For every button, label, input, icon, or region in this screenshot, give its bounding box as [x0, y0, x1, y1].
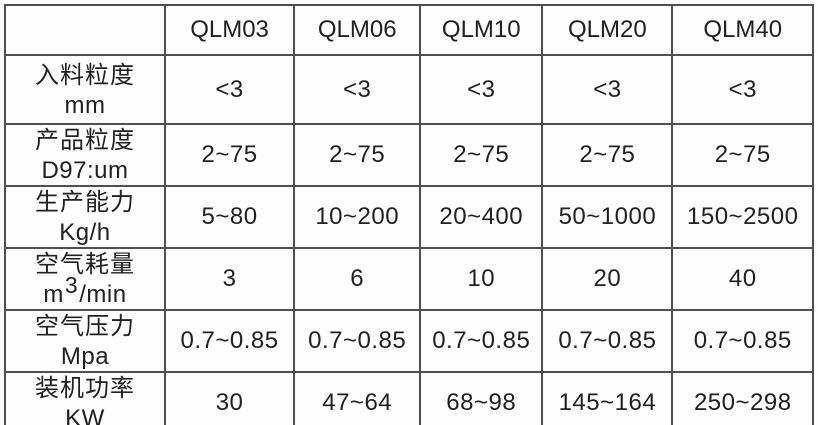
- row-label-text: 装机功率: [34, 375, 135, 402]
- cell-prod-qlm03: 2~75: [163, 123, 296, 187]
- row-label-text: 生产能力: [34, 189, 135, 216]
- cell-feed-qlm06: <3: [293, 54, 422, 125]
- row-unit-text: Mpa: [60, 343, 110, 370]
- cell-prod-qlm20: 2~75: [541, 123, 674, 187]
- table-row-feed-size: 入料粒度 mm <3 <3 <3 <3 <3: [4, 54, 814, 125]
- unit-superscript: 3: [64, 272, 79, 298]
- cell-press-qlm10: 0.7~0.85: [419, 309, 544, 373]
- cell-feed-qlm10: <3: [419, 54, 544, 125]
- cell-cap-qlm10: 20~400: [419, 185, 544, 249]
- qlm-spec-table: QLM03 QLM06 QLM10 QLM20 QLM40 入料粒度 mm <3…: [4, 4, 814, 425]
- row-label-text: 空气压力: [34, 313, 135, 340]
- unit-prefix: m: [43, 281, 64, 308]
- model-header-qlm20: QLM20: [541, 4, 674, 56]
- row-unit-text: m3/min: [6, 272, 164, 309]
- cell-power-qlm06: 47~64: [293, 371, 422, 425]
- cell-press-qlm03: 0.7~0.85: [163, 309, 296, 373]
- cell-air-qlm06: 6: [293, 247, 422, 311]
- table-row-product-size: 产品粒度 D97:um 2~75 2~75 2~75 2~75 2~75: [4, 123, 814, 187]
- row-label-air-consumption: 空气耗量 m3/min: [4, 247, 166, 311]
- cell-press-qlm40: 0.7~0.85: [671, 309, 814, 373]
- row-label-text: 产品粒度: [34, 127, 135, 154]
- model-header-qlm06: QLM06: [293, 4, 422, 56]
- cell-prod-qlm06: 2~75: [293, 123, 422, 187]
- table-row-air-consumption: 空气耗量 m3/min 3 6 10 20 40: [4, 247, 814, 311]
- model-header-qlm10: QLM10: [419, 4, 544, 56]
- cell-prod-qlm10: 2~75: [419, 123, 544, 187]
- cell-cap-qlm06: 10~200: [293, 185, 422, 249]
- row-unit-text: Kg/h: [59, 219, 111, 246]
- model-header-qlm40: QLM40: [671, 4, 814, 56]
- cell-cap-qlm03: 5~80: [163, 185, 296, 249]
- table-row-installed-power: 装机功率 KW 30 47~64 68~98 145~164 250~298: [4, 371, 814, 425]
- cell-press-qlm06: 0.7~0.85: [293, 309, 422, 373]
- cell-feed-qlm20: <3: [541, 54, 674, 125]
- row-label-product-size: 产品粒度 D97:um: [4, 123, 166, 187]
- cell-cap-qlm40: 150~2500: [671, 185, 814, 249]
- cell-cap-qlm20: 50~1000: [541, 185, 674, 249]
- row-label-capacity: 生产能力 Kg/h: [4, 185, 166, 249]
- cell-power-qlm40: 250~298: [671, 371, 814, 425]
- cell-air-qlm03: 3: [163, 247, 296, 311]
- unit-suffix: /min: [79, 281, 127, 308]
- cell-air-qlm10: 10: [419, 247, 544, 311]
- row-label-installed-power: 装机功率 KW: [4, 371, 166, 425]
- row-unit-text: mm: [64, 91, 106, 119]
- cell-air-qlm20: 20: [541, 247, 674, 311]
- table-row-air-pressure: 空气压力 Mpa 0.7~0.85 0.7~0.85 0.7~0.85 0.7~…: [4, 309, 814, 373]
- cell-prod-qlm40: 2~75: [671, 123, 814, 187]
- corner-cell: [4, 4, 166, 56]
- row-label-text: 入料粒度: [34, 61, 135, 89]
- model-header-qlm03: QLM03: [163, 4, 296, 56]
- row-label-air-pressure: 空气压力 Mpa: [4, 309, 166, 373]
- row-label-text: 空气耗量: [34, 251, 135, 278]
- cell-press-qlm20: 0.7~0.85: [541, 309, 674, 373]
- row-unit-text: KW: [65, 405, 105, 425]
- cell-feed-qlm03: <3: [163, 54, 296, 125]
- row-unit-text: D97:um: [41, 157, 129, 184]
- row-label-feed-size: 入料粒度 mm: [4, 54, 166, 125]
- cell-power-qlm20: 145~164: [541, 371, 674, 425]
- cell-power-qlm10: 68~98: [419, 371, 544, 425]
- cell-air-qlm40: 40: [671, 247, 814, 311]
- table-header-row: QLM03 QLM06 QLM10 QLM20 QLM40: [4, 4, 814, 56]
- cell-power-qlm03: 30: [163, 371, 296, 425]
- cell-feed-qlm40: <3: [671, 54, 814, 125]
- table-row-capacity: 生产能力 Kg/h 5~80 10~200 20~400 50~1000 150…: [4, 185, 814, 249]
